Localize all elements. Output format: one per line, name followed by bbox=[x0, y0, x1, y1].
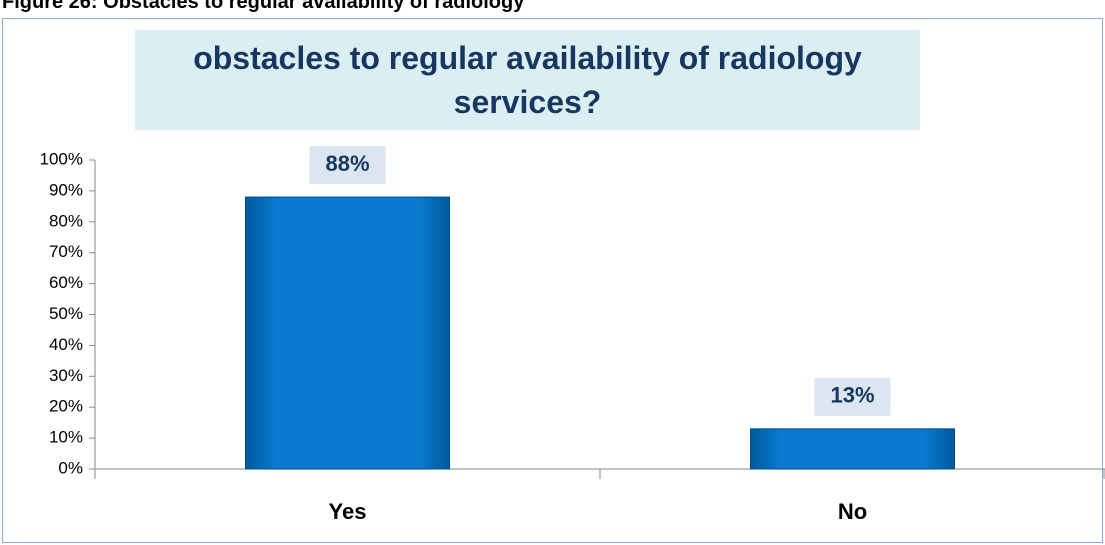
y-tick-label: 50% bbox=[49, 304, 83, 323]
x-tick-label: Yes bbox=[329, 499, 367, 524]
y-tick-label: 80% bbox=[49, 211, 83, 230]
y-tick-label: 70% bbox=[49, 242, 83, 261]
chart-frame bbox=[2, 18, 1103, 543]
value-label-box bbox=[309, 146, 386, 185]
value-label-box bbox=[814, 377, 891, 416]
y-tick-label: 20% bbox=[49, 397, 83, 416]
y-tick-label: 40% bbox=[49, 335, 83, 354]
y-tick-label: 0% bbox=[58, 458, 83, 477]
chart-title: obstacles to regular availability of rad… bbox=[135, 30, 920, 130]
bar bbox=[245, 196, 450, 470]
y-tick-label: 60% bbox=[49, 273, 83, 292]
caption: Figure 26: Obstacles to regular availabi… bbox=[2, 0, 525, 13]
y-tick-label: 10% bbox=[49, 428, 83, 447]
value-label: 13% bbox=[830, 383, 874, 408]
value-label: 88% bbox=[325, 151, 369, 176]
y-tick-label: 90% bbox=[49, 180, 83, 199]
x-tick-label: No bbox=[838, 499, 867, 524]
y-tick-label: 30% bbox=[49, 366, 83, 385]
bar bbox=[750, 428, 955, 470]
y-tick-label: 100% bbox=[40, 149, 83, 168]
